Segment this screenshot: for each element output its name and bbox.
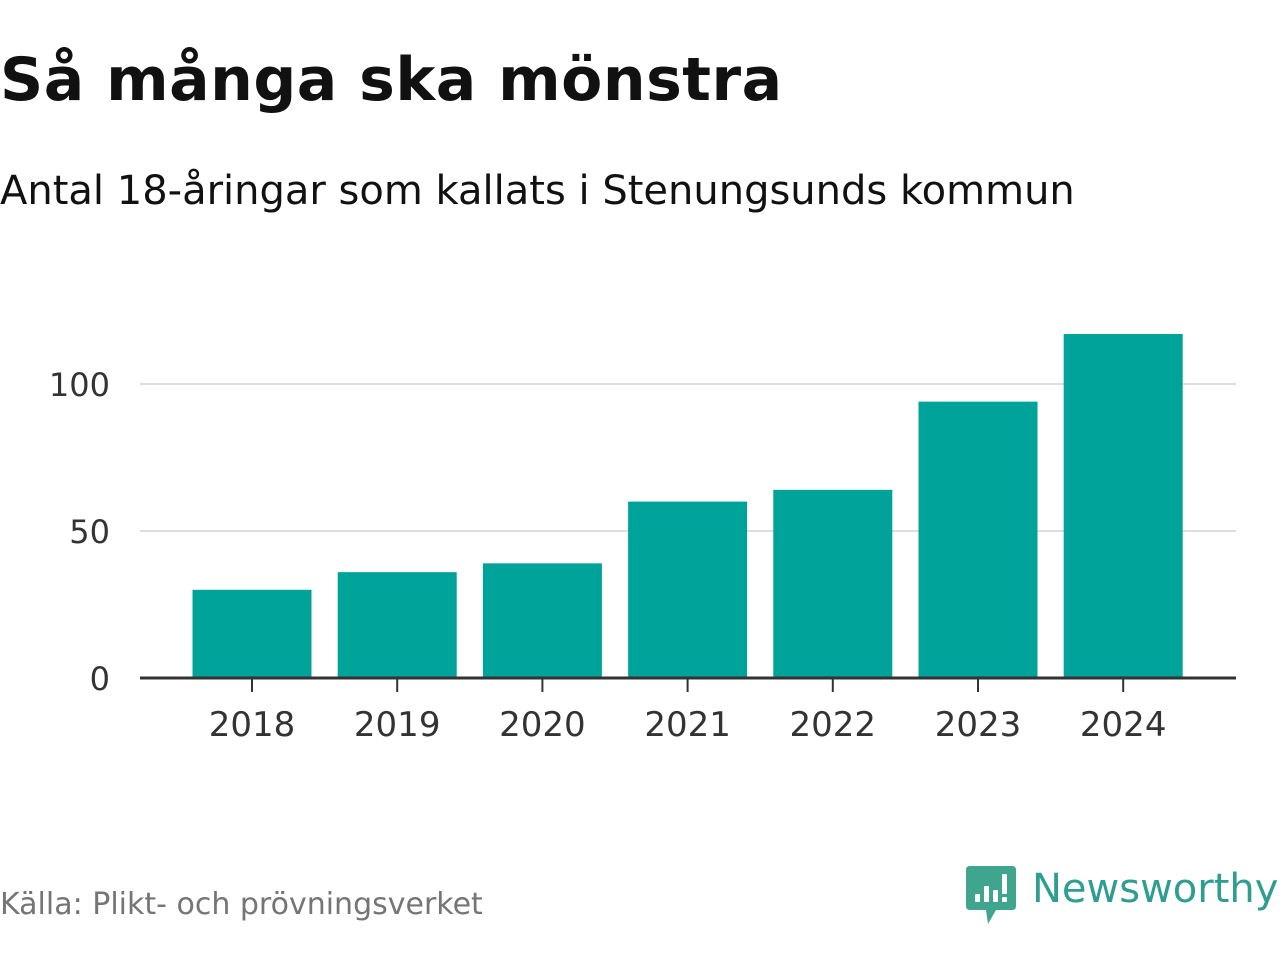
brand-name: Newsworthy: [1032, 866, 1279, 912]
chart-title: Så många ska mönstra: [0, 45, 783, 115]
x-tick-label-2020: 2020: [499, 705, 586, 745]
x-tick-label-2019: 2019: [354, 705, 441, 745]
bar-2018: [192, 589, 312, 678]
x-tick-label-2022: 2022: [790, 705, 877, 745]
bar-2022: [773, 489, 893, 678]
source-note: Källa: Plikt- och prövningsverket: [0, 887, 483, 922]
x-tick-label-2018: 2018: [209, 705, 296, 745]
chart-subtitle: Antal 18-åringar som kallats i Stenungsu…: [0, 168, 1075, 214]
y-tick-label-0: 0: [90, 660, 110, 698]
y-tick-label-100: 100: [49, 366, 110, 404]
bar-2019: [337, 572, 457, 678]
x-tick-label-2023: 2023: [935, 705, 1022, 745]
bar-2020: [482, 563, 602, 678]
x-tick-label-2021: 2021: [644, 705, 731, 745]
y-tick-label-50: 50: [69, 513, 110, 551]
bar-2024: [1063, 334, 1183, 678]
bar-2021: [628, 501, 748, 678]
x-tick-label-2024: 2024: [1080, 705, 1167, 745]
newsworthy-logo-icon: [966, 866, 1016, 924]
brand-logo: Newsworthy: [966, 866, 1278, 926]
bar-2023: [918, 401, 1038, 678]
